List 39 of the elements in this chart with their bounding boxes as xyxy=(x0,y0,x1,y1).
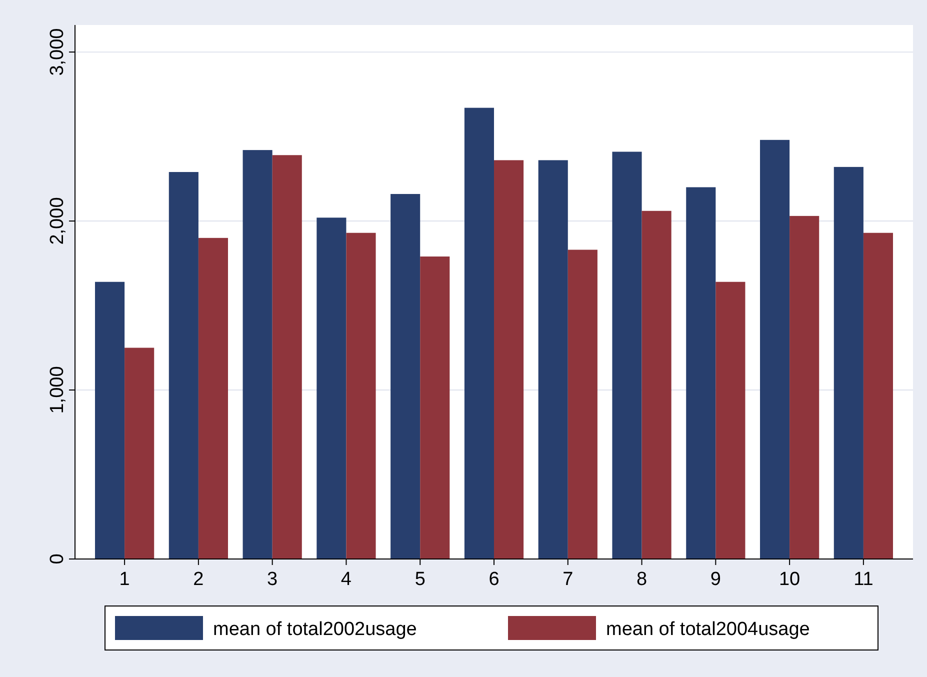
legend-label: mean of total2002usage xyxy=(213,619,417,640)
bar xyxy=(760,140,790,559)
x-tick-label: 10 xyxy=(778,569,800,590)
bar xyxy=(612,152,642,559)
x-tick-label: 7 xyxy=(562,569,574,590)
bar xyxy=(272,155,302,559)
bar xyxy=(538,160,568,559)
bar xyxy=(464,108,494,559)
bar xyxy=(790,216,820,559)
bar xyxy=(686,187,716,559)
bar xyxy=(124,348,154,559)
bar xyxy=(420,256,450,559)
x-tick-label: 4 xyxy=(340,569,352,590)
legend-label: mean of total2004usage xyxy=(606,619,810,640)
y-tick-label: 0 xyxy=(47,554,68,564)
bar xyxy=(494,160,524,559)
y-tick-label: 2,000 xyxy=(47,197,68,245)
x-tick-label: 3 xyxy=(267,569,278,590)
x-tick-label: 5 xyxy=(414,569,426,590)
x-tick-label: 2 xyxy=(193,569,204,590)
bar xyxy=(198,238,228,559)
y-tick-label: 1,000 xyxy=(47,366,68,414)
x-tick-label: 1 xyxy=(119,569,130,590)
bar xyxy=(568,250,598,559)
bar xyxy=(242,150,272,559)
bar xyxy=(863,232,893,559)
bar xyxy=(168,172,198,559)
bar xyxy=(95,282,125,559)
bar xyxy=(390,194,420,559)
x-tick-label: 9 xyxy=(710,569,721,590)
bar xyxy=(834,166,864,559)
bar xyxy=(346,232,376,559)
bar xyxy=(642,210,672,559)
x-tick-label: 8 xyxy=(636,569,648,590)
bar xyxy=(316,218,346,559)
y-tick-label: 3,000 xyxy=(47,28,68,76)
x-tick-label: 6 xyxy=(488,569,500,590)
bar xyxy=(716,282,746,559)
x-tick-label: 11 xyxy=(854,569,874,590)
